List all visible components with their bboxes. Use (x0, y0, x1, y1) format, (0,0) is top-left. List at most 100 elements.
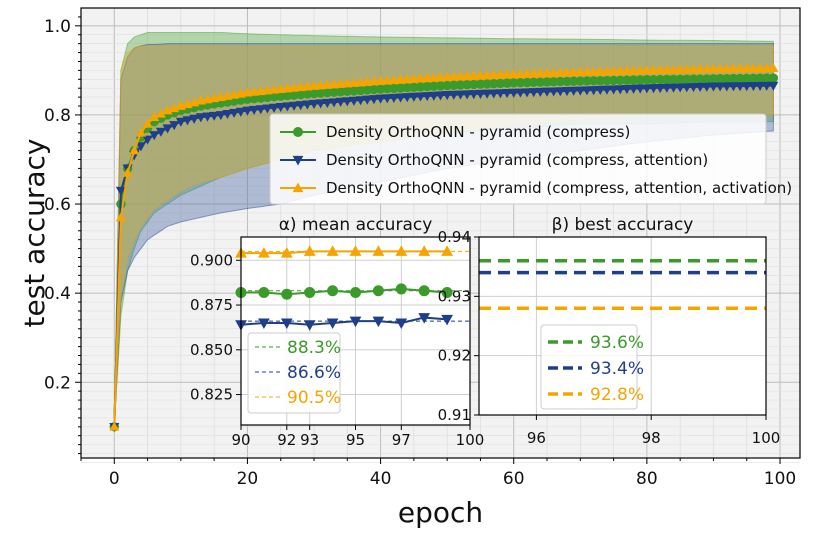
inset-mean-accuracy: 90 92 93 95 97 100 0.825 0.850 0.875 0.900 α) mean… (190, 215, 484, 449)
series-point-2 (528, 68, 539, 78)
y-tick-label: 0.2 (44, 373, 71, 393)
series-point-1 (448, 90, 459, 100)
inset-series-point-0 (441, 287, 453, 299)
series-line-1 (113, 84, 774, 427)
series-point-2 (222, 90, 233, 100)
series-point-1 (462, 90, 473, 100)
inset-y-tick-label: 0.94 (438, 228, 471, 246)
series-point-1 (375, 94, 386, 104)
x-tick-label: 60 (503, 469, 525, 489)
inset-legend-label-0: 93.6% (590, 333, 644, 353)
series-point-2 (588, 66, 599, 76)
series-point-2 (608, 66, 619, 76)
series-point-2 (668, 64, 679, 74)
inset-series-line-1 (240, 316, 448, 326)
y-tick-label: 0.4 (44, 284, 71, 304)
inset-legend-label-2: 90.5% (287, 388, 341, 408)
series-point-2 (382, 75, 393, 85)
inset-legend-box (247, 332, 341, 414)
series-point-2 (122, 167, 133, 177)
series-point-1 (761, 81, 772, 91)
series-point-1 (162, 124, 173, 134)
series-point-1 (701, 82, 712, 92)
series-point-1 (342, 97, 353, 107)
x-tick-label: 0 (109, 469, 120, 489)
series-point-2 (695, 64, 706, 74)
series-point-1 (149, 131, 160, 141)
x-tick-label: 100 (764, 469, 796, 489)
inset-legend-box (540, 324, 638, 410)
series-point-1 (641, 84, 652, 94)
inset-y-tick-label: 0.92 (438, 347, 471, 365)
inset-series-point-2 (349, 245, 362, 256)
inset-series-point-1 (418, 313, 431, 324)
series-point-1 (468, 90, 479, 100)
series-point-2 (548, 67, 559, 77)
series-point-1 (568, 86, 579, 96)
series-point-2 (295, 81, 306, 92)
series-point-2 (115, 212, 126, 222)
inset-legend-label-0: 88.3% (287, 338, 341, 358)
series-point-2 (262, 85, 273, 95)
inset-x-tick-label: 97 (392, 431, 411, 449)
series-point-1 (328, 98, 340, 108)
series-point-1 (408, 92, 419, 102)
series-point-1 (675, 83, 686, 93)
series-point-2 (561, 67, 573, 77)
series-point-1 (588, 86, 599, 96)
series-point-2 (109, 421, 120, 431)
inset-legend: 93.6% 93.4% 92.8% (540, 324, 644, 410)
series-point-1 (695, 82, 706, 93)
series-point-1 (362, 95, 373, 105)
series-point-1 (515, 88, 526, 98)
series-point-1 (302, 100, 313, 110)
series-point-1 (715, 82, 726, 92)
series-point-1 (455, 90, 466, 100)
series-point-1 (628, 84, 639, 94)
series-point-2 (541, 68, 553, 78)
series-point-2 (715, 63, 726, 73)
inset-series-point-1 (326, 318, 339, 329)
inset-series-point-2 (258, 247, 270, 258)
x-tick-label: 40 (370, 469, 392, 489)
legend-label-0: Density OrthoQNN - pyramid (compress) (326, 123, 630, 141)
series-point-1 (748, 82, 759, 92)
inset-y-tick-label: 0.875 (190, 296, 233, 314)
inset-series-point-1 (395, 318, 408, 329)
inset-legend: 88.3% 86.6% 90.5% (247, 332, 341, 414)
series-point-2 (761, 63, 772, 73)
series-point-1 (735, 82, 746, 92)
series-2 (109, 63, 779, 431)
inset-series-point-0 (304, 287, 316, 299)
series-point-1 (595, 85, 606, 95)
inset-series-point-2 (303, 245, 316, 256)
series-point-2 (755, 63, 766, 73)
series-point-1 (262, 104, 273, 114)
legend-label-2: Density OrthoQNN - pyramid (compress, at… (326, 179, 792, 197)
series-point-2 (735, 63, 746, 73)
series-point-2 (355, 77, 366, 87)
series-point-1 (182, 116, 193, 126)
inset-series-point-2 (395, 245, 408, 256)
series-point-2 (521, 68, 533, 78)
series-point-2 (242, 87, 253, 97)
series-point-2 (302, 81, 313, 91)
series-point-2 (448, 71, 459, 81)
series-point-1 (741, 82, 752, 92)
series-point-1 (169, 121, 180, 131)
inset-series-line-0 (241, 287, 448, 296)
series-point-2 (568, 67, 579, 77)
series-point-2 (362, 76, 373, 86)
series-point-1 (541, 87, 553, 97)
inset-x-tick-label: 96 (527, 429, 546, 447)
series-point-2 (282, 83, 293, 93)
series-point-1 (308, 99, 320, 110)
series-point-1 (348, 96, 360, 106)
inset-series-point-0 (418, 285, 430, 297)
series-point-1 (488, 89, 499, 99)
series-point-2 (615, 65, 626, 75)
series-point-2 (308, 80, 320, 90)
series-point-1 (269, 103, 280, 113)
series-point-2 (129, 145, 140, 155)
inset-legend-label-1: 86.6% (287, 363, 341, 383)
